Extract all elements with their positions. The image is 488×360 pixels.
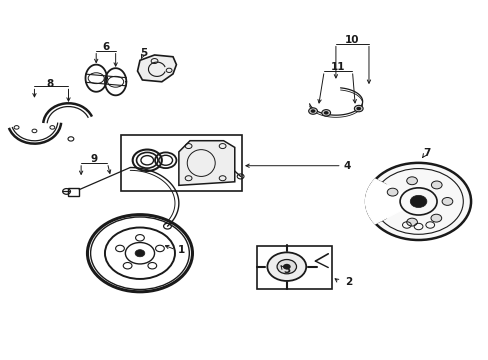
Circle shape: [406, 218, 417, 226]
Text: 3: 3: [283, 265, 290, 275]
Text: 8: 8: [46, 78, 54, 89]
Text: 9: 9: [90, 154, 97, 164]
Text: 2: 2: [344, 277, 351, 287]
Text: 11: 11: [330, 63, 345, 72]
Circle shape: [430, 214, 441, 222]
Circle shape: [283, 264, 290, 270]
Circle shape: [373, 168, 462, 234]
Wedge shape: [365, 179, 418, 224]
Bar: [256, 246, 331, 289]
Polygon shape: [179, 141, 234, 185]
Circle shape: [321, 110, 330, 116]
Text: 5: 5: [140, 48, 147, 58]
Text: 4: 4: [343, 161, 350, 171]
Circle shape: [409, 195, 426, 208]
Text: 1: 1: [177, 245, 184, 255]
Circle shape: [399, 188, 436, 215]
Text: 7: 7: [423, 148, 430, 158]
Circle shape: [310, 109, 315, 113]
Bar: [68, 188, 79, 196]
Circle shape: [267, 252, 305, 281]
Text: 10: 10: [345, 35, 359, 45]
Circle shape: [356, 107, 361, 111]
Circle shape: [441, 198, 452, 205]
Circle shape: [323, 111, 328, 114]
Circle shape: [135, 249, 144, 257]
Circle shape: [386, 188, 397, 196]
Circle shape: [354, 105, 363, 112]
Circle shape: [308, 108, 317, 114]
Circle shape: [406, 177, 417, 185]
Text: 6: 6: [102, 42, 109, 52]
Circle shape: [366, 163, 470, 240]
Polygon shape: [137, 55, 176, 82]
Circle shape: [430, 181, 441, 189]
Bar: [120, 135, 242, 191]
Circle shape: [277, 260, 296, 274]
